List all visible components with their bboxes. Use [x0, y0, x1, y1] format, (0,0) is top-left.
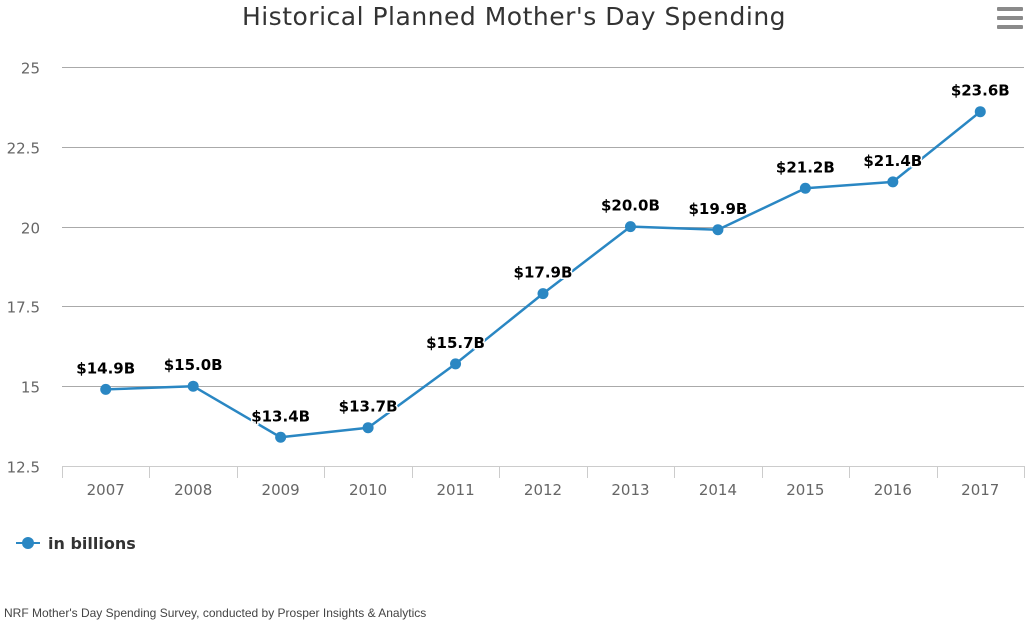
chart-title: Historical Planned Mother's Day Spending: [241, 2, 787, 31]
x-tick-label: 2017: [961, 481, 999, 499]
data-label: $17.9B: [514, 264, 573, 282]
data-point[interactable]: [799, 182, 811, 194]
x-tick-label: 2015: [786, 481, 824, 499]
hamburger-menu-icon-bar: [997, 16, 1023, 20]
data-point[interactable]: [887, 176, 899, 188]
legend-item[interactable]: in billions: [16, 531, 136, 555]
data-point[interactable]: [974, 106, 986, 118]
data-label: $21.4B: [863, 152, 922, 170]
data-label: $13.7B: [339, 398, 398, 416]
data-point[interactable]: [537, 288, 549, 300]
data-point[interactable]: [450, 358, 462, 370]
chart-menu-button[interactable]: [996, 5, 1024, 31]
legend-series-icon: [16, 531, 40, 555]
y-tick-label: 12.5: [7, 459, 40, 477]
x-tick-label: 2009: [262, 481, 300, 499]
data-point[interactable]: [362, 422, 374, 434]
data-label: $15.0B: [164, 356, 223, 374]
data-label: $15.7B: [426, 334, 485, 352]
x-tick-label: 2008: [174, 481, 212, 499]
data-label: $13.4B: [251, 407, 310, 425]
y-tick-label: 17.5: [7, 299, 40, 317]
data-label: $23.6B: [951, 82, 1010, 100]
data-label: $19.9B: [688, 200, 747, 218]
y-tick-label: 20: [21, 220, 40, 238]
data-point[interactable]: [187, 380, 199, 392]
hamburger-menu-icon-bar: [997, 25, 1023, 29]
data-point[interactable]: [624, 221, 636, 233]
x-tick-label: 2010: [349, 481, 387, 499]
x-tick-label: 2013: [611, 481, 649, 499]
x-tick-label: 2016: [874, 481, 912, 499]
data-label: $20.0B: [601, 197, 660, 215]
x-tick-label: 2012: [524, 481, 562, 499]
y-tick-label: 15: [21, 379, 40, 397]
x-tick-label: 2014: [699, 481, 737, 499]
data-point[interactable]: [712, 224, 724, 236]
y-tick-label: 22.5: [7, 140, 40, 158]
data-label: $14.9B: [76, 359, 135, 377]
hamburger-menu-icon-bar: [997, 7, 1023, 11]
data-label: $21.2B: [776, 158, 835, 176]
data-point[interactable]: [100, 383, 112, 395]
line-chart: 12.5 15 17.5 20 22.5 25 2007 2008 2009 2010 2011 20…: [7, 60, 1025, 499]
x-tick-label: 2007: [87, 481, 125, 499]
legend-label: in billions: [48, 533, 136, 553]
x-tick-label: 2011: [436, 481, 474, 499]
chart-credits: NRF Mother's Day Spending Survey, conduc…: [4, 606, 427, 620]
data-point[interactable]: [275, 431, 287, 443]
y-tick-label: 25: [21, 60, 40, 78]
